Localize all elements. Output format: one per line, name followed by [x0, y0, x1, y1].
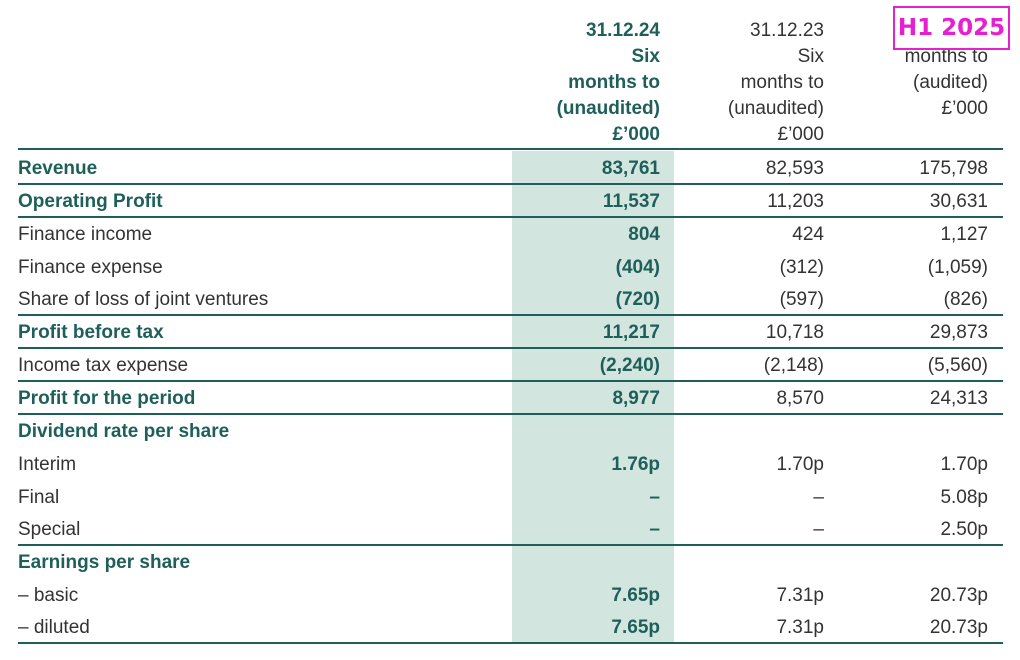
header-line: £’000: [612, 124, 660, 145]
row-divider: [18, 148, 1003, 150]
table-row: Operating Profit 11,537 11,203 30,631: [18, 185, 1003, 218]
row-divider: [18, 347, 1003, 349]
header-line: £’000: [941, 98, 989, 119]
table-row: Interim 1.76p 1.70p 1.70p: [18, 448, 1003, 481]
cell-value: (826): [943, 289, 988, 310]
row-label: Share of loss of joint ventures: [18, 289, 269, 310]
row-label: – basic: [18, 585, 79, 606]
row-label: Operating Profit: [18, 191, 163, 212]
cell-value: (2,240): [599, 355, 660, 376]
table-row: Share of loss of joint ventures (720) (597…: [18, 283, 1003, 316]
table-row: Profit before tax 11,217 10,718 29,873: [18, 316, 1003, 349]
cell-value: 175,798: [919, 158, 988, 179]
cell-value: 30,631: [929, 191, 988, 212]
header-line: 31.12.23: [750, 20, 824, 41]
cell-value: (1,059): [927, 257, 988, 278]
cell-value: 10,718: [765, 322, 824, 343]
period-badge: H1 2025: [893, 6, 1010, 50]
row-label: Profit for the period: [18, 388, 196, 409]
cell-value: 7.65p: [611, 585, 660, 606]
table-row: Finance income 804 424 1,127: [18, 218, 1003, 251]
row-label: Dividend rate per share: [18, 421, 230, 442]
cell-value: 804: [628, 224, 660, 245]
table-row: Finance expense (404) (312) (1,059): [18, 251, 1003, 284]
table-row: Earnings per share: [18, 546, 1003, 579]
current-period-highlight: [512, 151, 674, 643]
cell-value: –: [813, 487, 824, 508]
row-label: Special: [18, 519, 81, 540]
header-line: (unaudited): [556, 98, 660, 119]
cell-value: 424: [792, 224, 824, 245]
row-label: Revenue: [18, 158, 98, 179]
cell-value: 8,570: [776, 388, 824, 409]
row-divider: [18, 413, 1003, 415]
header-line: months to: [568, 72, 660, 93]
cell-value: 20.73p: [929, 585, 988, 606]
cell-value: 1.70p: [940, 454, 988, 475]
cell-value: (597): [779, 289, 824, 310]
cell-value: (312): [779, 257, 824, 278]
header-line: (audited): [913, 72, 988, 93]
cell-value: –: [813, 519, 824, 540]
table-row: Final – – 5.08p: [18, 481, 1003, 514]
table-row: Income tax expense (2,240) (2,148) (5,560): [18, 349, 1003, 382]
cell-value: 11,203: [767, 191, 824, 212]
header-line: Six: [797, 46, 824, 67]
cell-value: (2,148): [763, 355, 824, 376]
row-label: – diluted: [18, 617, 90, 638]
row-label: Final: [18, 487, 60, 508]
header-line: £’000: [777, 124, 825, 145]
table-row: Special – – 2.50p: [18, 513, 1003, 546]
row-divider: [18, 544, 1003, 546]
column-header-31-12-23: 31.12.23 Six months to (unaudited) £’000: [664, 18, 824, 148]
cell-value: 11,217: [602, 322, 660, 343]
cell-value: 20.73p: [929, 617, 988, 638]
row-divider: [18, 314, 1003, 316]
cell-value: (404): [615, 257, 660, 278]
header-line: months to: [904, 46, 988, 67]
cell-value: 24,313: [929, 388, 988, 409]
header-line: (unaudited): [727, 98, 824, 119]
table-row: – diluted 7.65p 7.31p 20.73p: [18, 611, 1003, 644]
cell-value: –: [649, 519, 660, 540]
row-label: Finance income: [18, 224, 153, 245]
cell-value: 83,761: [601, 158, 660, 179]
header-line: Six: [631, 46, 660, 67]
row-label: Income tax expense: [18, 355, 189, 376]
cell-value: 29,873: [929, 322, 988, 343]
row-divider: [18, 216, 1003, 218]
cell-value: 1.76p: [611, 454, 660, 475]
row-divider: [18, 183, 1003, 185]
row-divider: [18, 380, 1003, 382]
cell-value: 1,127: [940, 224, 988, 245]
cell-value: 7.31p: [776, 617, 824, 638]
cell-value: 2.50p: [940, 519, 988, 540]
cell-value: 82,593: [765, 158, 824, 179]
cell-value: 5.08p: [940, 487, 988, 508]
column-header-31-12-24: 31.12.24 Six months to (unaudited) £’000: [500, 18, 660, 148]
cell-value: 7.65p: [611, 617, 660, 638]
cell-value: 1.70p: [776, 454, 824, 475]
header-line: 31.12.24: [586, 20, 660, 41]
table-row: – basic 7.65p 7.31p 20.73p: [18, 579, 1003, 612]
cell-value: 7.31p: [776, 585, 824, 606]
row-label: Profit before tax: [18, 322, 164, 343]
row-label: Interim: [18, 454, 77, 475]
cell-value: 8,977: [612, 388, 660, 409]
header-line: months to: [740, 72, 824, 93]
table-row: Revenue 83,761 82,593 175,798: [18, 152, 1003, 185]
row-label: Earnings per share: [18, 552, 191, 573]
cell-value: 11,537: [602, 191, 660, 212]
cell-value: –: [649, 487, 660, 508]
table-row: Dividend rate per share: [18, 415, 1003, 448]
table-row: Profit for the period 8,977 8,570 24,313: [18, 382, 1003, 415]
row-label: Finance expense: [18, 257, 163, 278]
row-divider: [18, 642, 1003, 644]
cell-value: (720): [615, 289, 660, 310]
cell-value: (5,560): [927, 355, 988, 376]
